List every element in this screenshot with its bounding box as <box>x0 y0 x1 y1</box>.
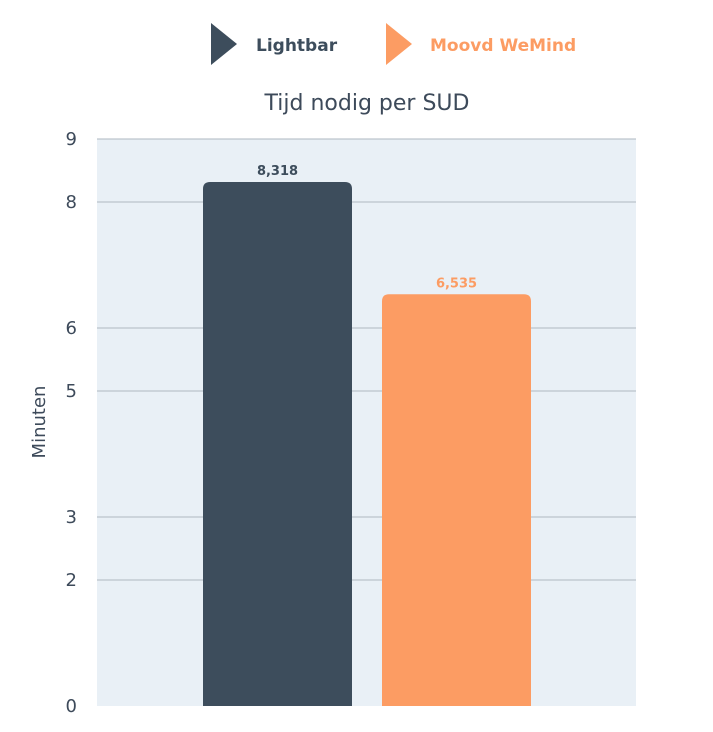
y-axis-ticks: 0 2 3 5 6 8 9 <box>66 129 77 717</box>
data-labels: 8,318 6,535 <box>257 164 477 291</box>
y-tick-label: 5 <box>66 381 77 402</box>
bar-moovd-wemind <box>382 294 531 706</box>
y-tick-label: 0 <box>66 696 77 717</box>
y-tick-label: 3 <box>66 507 77 528</box>
legend-label-lightbar: Lightbar <box>256 36 338 56</box>
legend-marker-moovd-wemind-icon <box>386 23 412 65</box>
y-axis-label: Minuten <box>29 386 50 459</box>
bars <box>203 181 531 706</box>
y-tick-label: 8 <box>66 192 77 213</box>
data-label-lightbar: 8,318 <box>257 164 298 179</box>
legend-label-moovd-wemind: Moovd WeMind <box>430 36 576 56</box>
bar-lightbar <box>203 181 352 706</box>
data-label-moovd-wemind: 6,535 <box>436 276 477 291</box>
y-tick-label: 2 <box>66 570 77 591</box>
y-tick-label: 6 <box>66 318 77 339</box>
gridlines <box>97 138 636 581</box>
plot-area <box>97 139 636 706</box>
y-tick-label: 9 <box>66 129 77 150</box>
legend-marker-lightbar-icon <box>211 23 237 65</box>
legend: Lightbar Moovd WeMind <box>211 23 576 65</box>
chart-title: Tijd nodig per SUD <box>264 91 470 116</box>
